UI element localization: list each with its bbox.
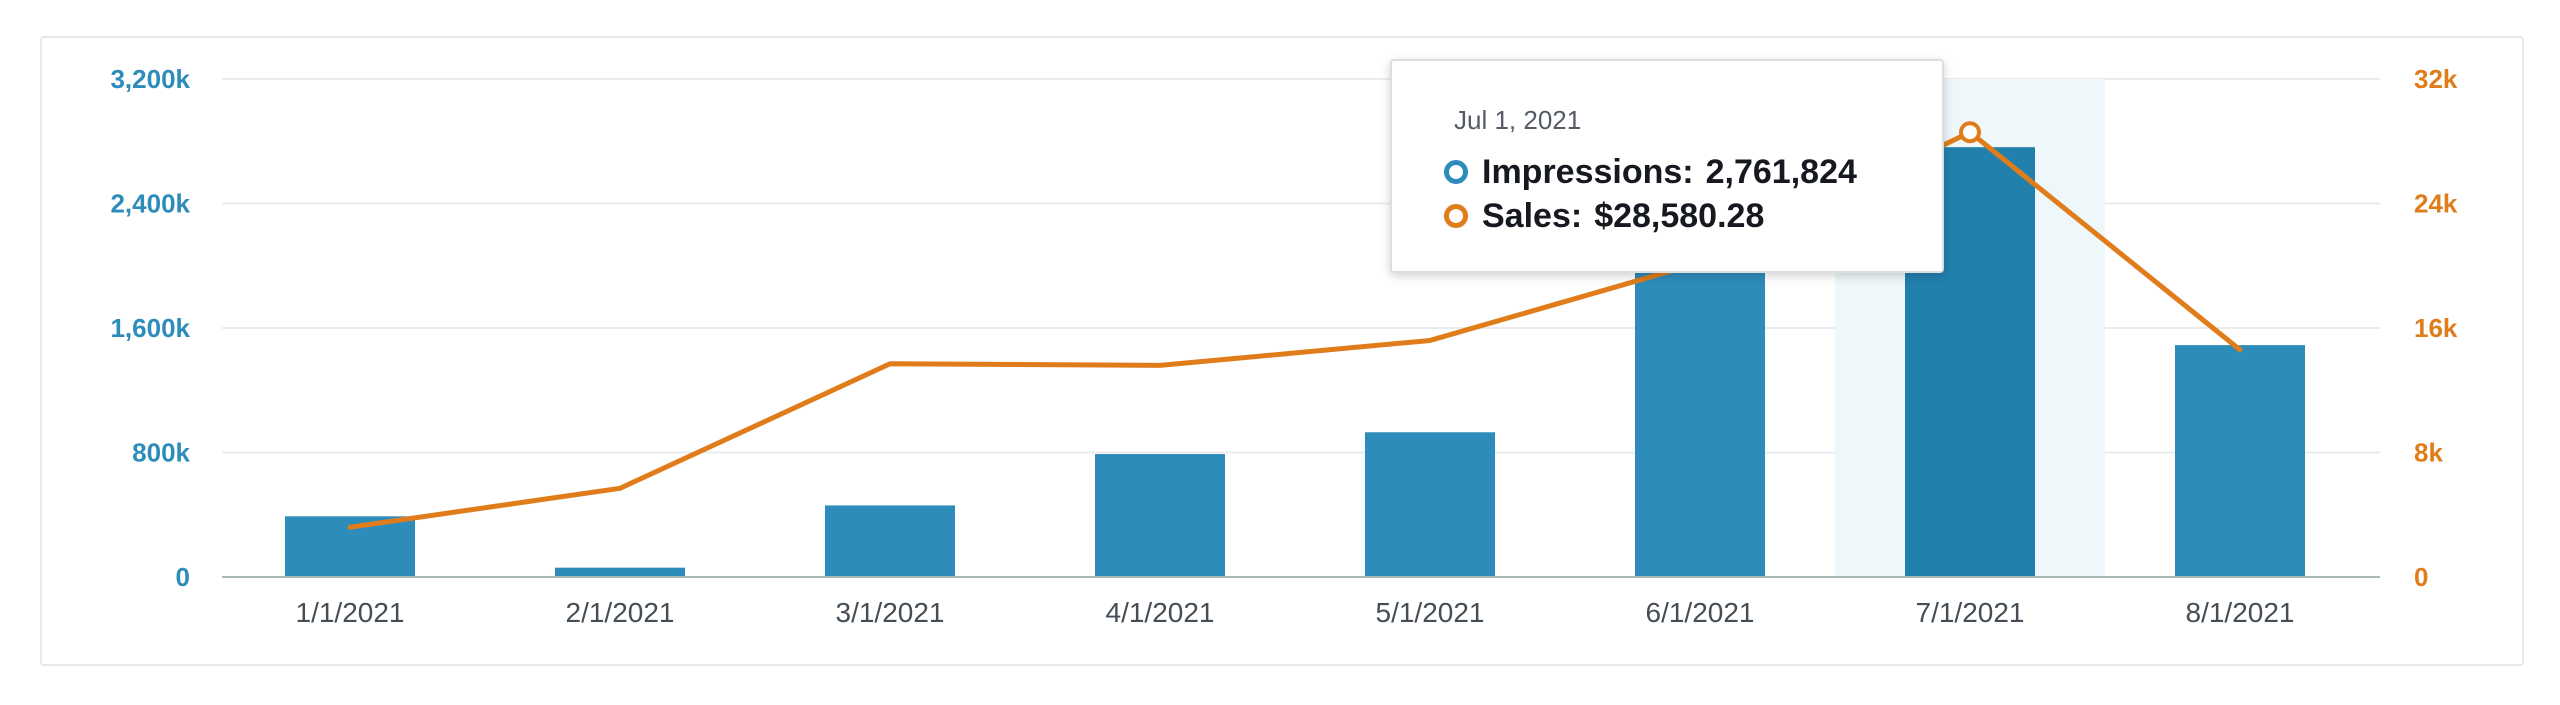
- impressions-bar[interactable]: [1095, 454, 1225, 577]
- x-tick-label: 1/1/2021: [296, 597, 405, 628]
- impressions-bar[interactable]: [1635, 257, 1765, 577]
- impressions-bar[interactable]: [2175, 345, 2305, 577]
- x-tick-label: 6/1/2021: [1646, 597, 1755, 628]
- sales-marker-icon: [1444, 204, 1468, 228]
- left-tick-label: 2,400k: [110, 189, 190, 219]
- left-tick-label: 0: [176, 562, 190, 592]
- left-axis-ticks: 0 800k 1,600k 2,400k 3,200k: [110, 64, 190, 592]
- tooltip-impressions-value: 2,761,824: [1705, 152, 1857, 191]
- impressions-bars: [285, 147, 2305, 577]
- tooltip-row-sales: Sales: $28,580.28: [1444, 194, 1942, 238]
- x-tick-label: 8/1/2021: [2186, 597, 2295, 628]
- tooltip-impressions-label: Impressions:: [1482, 152, 1694, 191]
- right-axis-ticks: 0 8k 16k 24k 32k: [2414, 64, 2458, 592]
- impressions-bar[interactable]: [1365, 432, 1495, 577]
- sales-point[interactable]: [1959, 121, 1981, 144]
- left-tick-label: 3,200k: [110, 64, 190, 94]
- x-axis-ticks: 1/1/2021 2/1/2021 3/1/2021 4/1/2021 5/1/2021…: [296, 597, 2295, 628]
- x-tick-label: 2/1/2021: [566, 597, 675, 628]
- x-tick-label: 5/1/2021: [1376, 597, 1485, 628]
- right-tick-label: 16k: [2414, 313, 2458, 343]
- x-tick-label: 7/1/2021: [1916, 597, 2025, 628]
- left-tick-label: 1,600k: [110, 313, 190, 343]
- x-tick-label: 3/1/2021: [836, 597, 945, 628]
- left-tick-label: 800k: [132, 438, 190, 468]
- tooltip-sales-label: Sales:: [1482, 196, 1583, 235]
- tooltip-row-impressions: Impressions: 2,761,824: [1444, 150, 1942, 194]
- impressions-bar[interactable]: [555, 567, 685, 577]
- x-tick-label: 4/1/2021: [1106, 597, 1215, 628]
- right-tick-label: 8k: [2414, 438, 2443, 468]
- chart-card: [40, 36, 2524, 666]
- impressions-bar[interactable]: [825, 505, 955, 577]
- impressions-marker-icon: [1444, 160, 1468, 184]
- right-tick-label: 32k: [2414, 64, 2458, 94]
- chart-tooltip: Jul 1, 2021 Impressions: 2,761,824 Sales…: [1390, 59, 1944, 273]
- tooltip-sales-value: $28,580.28: [1594, 196, 1765, 235]
- right-tick-label: 24k: [2414, 189, 2458, 219]
- tooltip-date: Jul 1, 2021: [1454, 105, 1582, 135]
- right-tick-label: 0: [2414, 562, 2428, 592]
